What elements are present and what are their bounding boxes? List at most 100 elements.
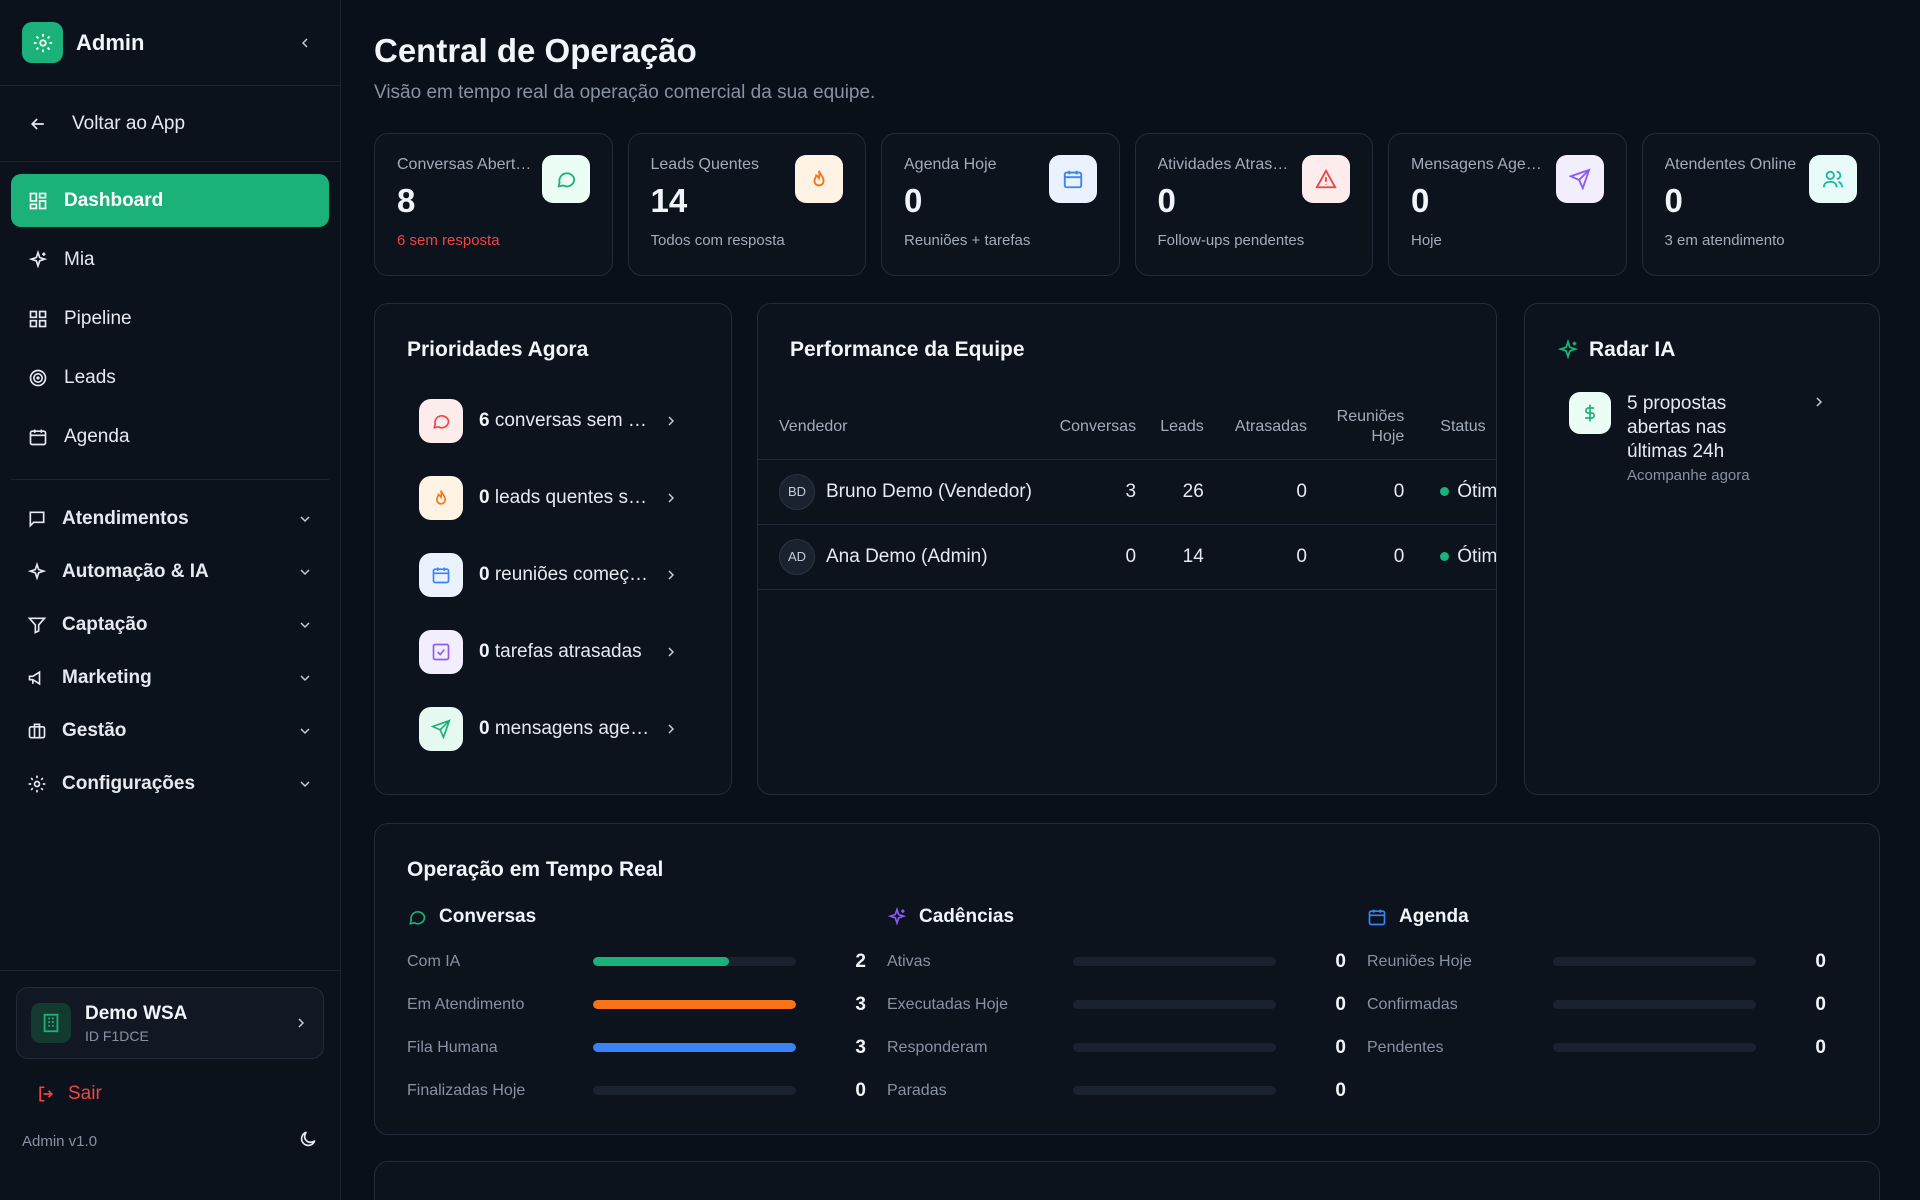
sidebar-group-configuracoes[interactable]: Configurações [11, 757, 329, 810]
chevron-left-icon [301, 37, 308, 48]
message-icon [29, 511, 45, 528]
sidebar-group-label: Marketing [62, 666, 152, 688]
kpi-card-leads[interactable]: Leads Quentes 14 Todos com resposta [627, 133, 866, 276]
progress-bar [1073, 1043, 1276, 1052]
back-to-app-link[interactable]: Voltar ao App [0, 86, 340, 162]
avatar: AD [779, 538, 815, 575]
alert-icon [1302, 155, 1350, 203]
organization-id: ID F1DCE [85, 1027, 149, 1044]
kpi-subtext: Todos com resposta [650, 232, 785, 249]
priority-count: 0 [479, 640, 490, 662]
metric-value: 0 [1335, 1079, 1346, 1101]
calendar-icon [27, 426, 49, 448]
metric-value: 3 [855, 1036, 866, 1058]
column-header[interactable]: Vendedor [758, 395, 1047, 460]
avatar: BD [779, 473, 815, 510]
kpi-card-atividades[interactable]: Atividades Atrasadas 0 Follow-ups penden… [1134, 133, 1373, 276]
progress-fill [593, 957, 729, 966]
realtime-column-conversas: Conversas Com IA 2 Em Atendimento 3 Fila Hum… [407, 904, 887, 1112]
column-header[interactable]: Reuniões Hoje [1316, 395, 1415, 460]
metric-value: 0 [1335, 950, 1346, 972]
metric-label: Ativas [887, 952, 931, 970]
logout-icon [39, 1086, 54, 1102]
gear-icon [28, 775, 46, 792]
sidebar-item-label: Agenda [64, 425, 130, 447]
realtime-column-cadencias: Cadências Ativas 0 Executadas Hoje 0 Respond… [887, 904, 1367, 1112]
sidebar-item-label: Pipeline [64, 307, 132, 329]
theme-toggle-button[interactable] [298, 1129, 318, 1153]
organization-switcher[interactable]: Demo WSA ID F1DCE [16, 987, 324, 1059]
sidebar-group-automacao[interactable]: Automação & IA [11, 545, 329, 598]
sidebar-item-pipeline[interactable]: Pipeline [11, 292, 329, 345]
priority-item[interactable]: 0 leads quentes sem contato [407, 459, 699, 536]
dollar-icon [1569, 392, 1611, 434]
sidebar-group-atendimentos[interactable]: Atendimentos [11, 492, 329, 545]
metric-label: Reuniões Hoje [1367, 952, 1472, 970]
realtime-column-agenda: Agenda Reuniões Hoje 0 Confirmadas 0 Pendent… [1367, 904, 1847, 1112]
priority-text: leads quentes sem contato [494, 486, 653, 508]
sidebar-title: Admin [76, 29, 145, 55]
priority-item[interactable]: 6 conversas sem resposta [407, 382, 699, 459]
sidebar-group-captacao[interactable]: Captação [11, 598, 329, 651]
table-row[interactable]: BD Bruno Demo (Vendedor) 3 26 0 0 Ótimo [758, 459, 1496, 525]
priority-text: conversas sem resposta [494, 409, 653, 431]
progress-bar [1553, 957, 1756, 966]
kpi-value: 0 [1411, 182, 1430, 219]
calendar-icon [1368, 909, 1386, 926]
sidebar-item-leads[interactable]: Leads [11, 351, 329, 404]
sidebar-item-dashboard[interactable]: Dashboard [11, 174, 329, 227]
kpi-label: Agenda Hoje [904, 156, 997, 173]
sidebar-item-agenda[interactable]: Agenda [11, 410, 329, 463]
briefcase-icon [28, 723, 46, 738]
sidebar-groups: Atendimentos Automação & IA Captação Mar… [0, 492, 340, 810]
logout-button[interactable]: Sair [16, 1059, 324, 1129]
radar-insight-sub: Acompanhe agora [1627, 467, 1750, 485]
sparkles-icon [27, 561, 47, 580]
sidebar-group-gestao[interactable]: Gestão [11, 704, 329, 757]
priority-item[interactable]: 0 tarefas atrasadas [407, 613, 699, 690]
seller-name: Ana Demo (Admin) [826, 545, 988, 567]
chevron-right-icon [298, 1018, 305, 1028]
table-row[interactable]: AD Ana Demo (Admin) 0 14 0 0 Ótimo [758, 524, 1497, 590]
page-subtitle: Visão em tempo real da operação comercia… [374, 82, 876, 103]
chevron-down-icon [300, 515, 310, 522]
column-header[interactable]: Conversas [1046, 395, 1147, 460]
calendar-icon [1048, 155, 1097, 203]
team-performance-card: Performance da Equipe Vendedor Conversas… [757, 303, 1497, 795]
metric-value: 0 [1335, 1036, 1346, 1058]
priority-item[interactable]: 0 reuniões começando [407, 536, 699, 613]
chevron-down-icon [300, 780, 310, 787]
metric-row: Pendentes 0 [1367, 1026, 1847, 1069]
column-header[interactable]: Atrasadas [1213, 395, 1317, 460]
chevron-right-icon [668, 723, 675, 734]
kpi-card-agenda[interactable]: Agenda Hoje 0 Reuniões + tarefas [881, 133, 1120, 276]
sparkles-icon [887, 907, 907, 926]
cell-leads: 14 [1146, 524, 1214, 590]
status-label: Ótimo [1457, 545, 1497, 567]
priority-item[interactable]: 0 mensagens agendadas [407, 690, 699, 767]
kpi-card-atendentes[interactable]: Atendentes Online 0 3 em atendimento [1641, 133, 1880, 276]
column-header[interactable]: Status [1414, 395, 1496, 460]
sidebar-item-mia[interactable]: Mia [11, 233, 329, 286]
progress-bar [593, 1086, 796, 1095]
organization-name: Demo WSA [85, 1002, 188, 1024]
cell-conversas: 0 [1046, 524, 1147, 590]
sidebar-divider [11, 479, 329, 480]
column-header[interactable]: Leads [1146, 395, 1214, 460]
next-section-card [374, 1161, 1880, 1200]
metric-value: 0 [1815, 1036, 1826, 1058]
collapse-sidebar-button[interactable] [292, 30, 318, 56]
gear-logo-icon [22, 22, 63, 63]
sidebar-group-label: Captação [62, 613, 148, 635]
page-title: Central de Operação [374, 32, 697, 69]
metric-row: Reuniões Hoje 0 [1367, 940, 1847, 983]
version-label: Admin v1.0 [22, 1132, 98, 1150]
kpi-card-mensagens[interactable]: Mensagens Agendadas 0 Hoje [1388, 133, 1627, 276]
chat-icon [541, 155, 590, 203]
sidebar-group-marketing[interactable]: Marketing [11, 651, 329, 704]
progress-bar [593, 1000, 796, 1009]
metric-row: Executadas Hoje 0 [887, 983, 1367, 1026]
radar-insight[interactable]: 5 propostas abertas nas últimas 24h Acom… [1557, 392, 1847, 484]
kpi-card-conversas[interactable]: Conversas Abertas 8 6 sem resposta [374, 133, 613, 276]
priority-count: 0 [479, 563, 490, 585]
